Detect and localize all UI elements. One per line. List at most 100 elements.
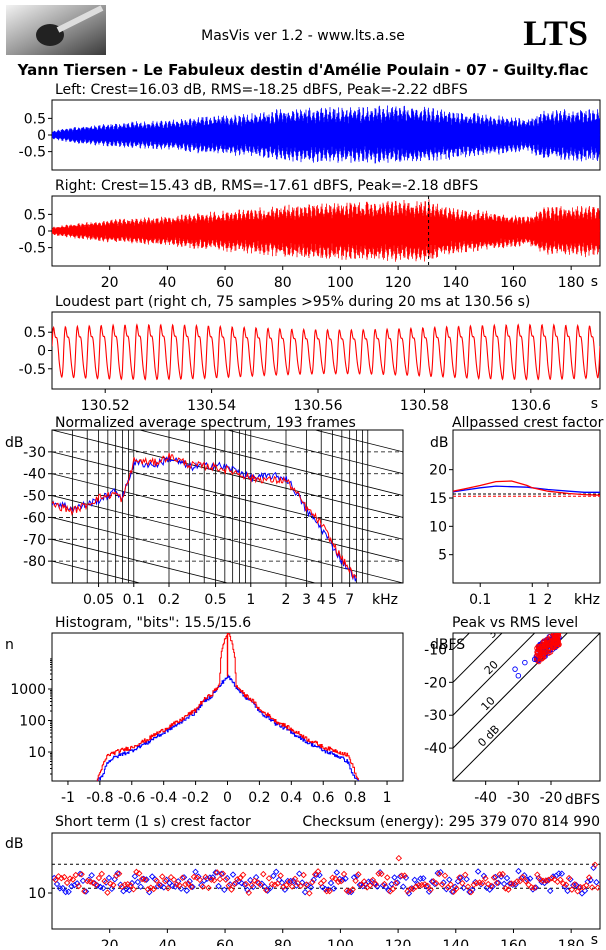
shortcrest-point: [441, 872, 449, 879]
loudest-xtick-label: 130.56: [294, 398, 343, 414]
right-xtick-label: 100: [327, 275, 354, 291]
peakrms-ytick-label: -30: [424, 708, 447, 724]
peakrms-ylabel: dBFS: [430, 637, 465, 653]
spectrum-ytick-label: -50: [23, 489, 46, 505]
shortcrest-point: [301, 888, 309, 896]
shortcrest-xtick-label: 60: [216, 938, 234, 946]
right-xtick-label: 180: [558, 275, 585, 291]
shortcrest-point: [52, 876, 59, 884]
histogram-plot: [96, 633, 359, 781]
shortcrest-point: [433, 880, 440, 887]
peakrms-title: Peak vs RMS level: [452, 615, 578, 631]
shortcrest-point: [63, 879, 71, 887]
shortcrest-point: [454, 878, 462, 885]
spectrum-slope-line: [52, 560, 142, 583]
shortcrest-point: [453, 885, 460, 892]
shortcrest-point: [320, 877, 328, 884]
spectrum-slope-line: [313, 430, 403, 453]
shortcrest-point: [585, 874, 593, 881]
peakrms-point: [542, 642, 548, 648]
shortcrest-point: [314, 868, 322, 875]
spectrum-slope-line: [225, 430, 403, 475]
shortcrest-xtick-label: 180: [558, 938, 585, 946]
shortcrest-point: [479, 879, 486, 887]
shortcrest-point: [236, 874, 244, 882]
shortcrest-point: [372, 880, 380, 888]
shortcrest-xtick-label: 120: [385, 938, 412, 946]
histogram-ytick-label: 100: [19, 714, 46, 730]
right-xtick-label: 20: [101, 275, 119, 291]
shortcrest-point: [310, 876, 317, 883]
shortcrest-point: [260, 870, 267, 878]
loudest-xtick-label: 130.52: [81, 398, 130, 414]
shortcrest-point: [425, 888, 433, 895]
spectrum-slope-line: [52, 517, 317, 583]
histogram-xtick-label: 0.2: [248, 790, 270, 806]
peakrms-diagonal-label: 30: [485, 622, 504, 641]
shortcrest-point: [287, 877, 294, 885]
spectrum-slope-line: [52, 430, 403, 518]
shortcrest-point: [539, 877, 547, 885]
shortcrest-point: [209, 874, 217, 881]
crest-xtick-label: 0.1: [469, 592, 491, 608]
shortcrest-point: [515, 867, 522, 875]
shortcrest-point: [144, 886, 152, 893]
shortcrest-point: [402, 874, 410, 882]
shortcrest-point: [450, 888, 457, 896]
spectrum-xtick-label: 0.5: [204, 592, 226, 608]
shortcrest-point: [245, 889, 253, 897]
shortcrest-point: [98, 870, 106, 878]
shortcrest-point: [467, 888, 475, 896]
shortcrest-point: [531, 884, 538, 892]
shortcrest-point: [516, 877, 524, 885]
shortcrest-plot: [52, 854, 600, 897]
shortcrest-point: [234, 876, 241, 883]
shortcrest-point: [238, 879, 245, 887]
shortcrest-point: [130, 886, 137, 893]
shortcrest-point: [401, 872, 408, 879]
logo: [6, 5, 106, 55]
right-xunit: s: [591, 274, 598, 290]
shortcrest-point: [306, 890, 313, 897]
shortcrest-point: [160, 884, 168, 891]
histogram-xtick-label: -0.4: [150, 790, 177, 806]
shortcrest-point: [205, 884, 212, 892]
histogram-xtick-label: 0.6: [312, 790, 334, 806]
spectrum-slope-line: [52, 495, 403, 583]
spectrum-xtick-label: 4: [317, 592, 326, 608]
shortcrest-point: [150, 885, 157, 893]
shortcrest-point: [495, 879, 502, 887]
shortcrest-point: [492, 873, 499, 881]
peakrms-point: [536, 644, 542, 650]
shortcrest-point: [187, 883, 195, 891]
shortcrest-point: [424, 882, 431, 890]
spectrum-xtick-label: 7: [345, 592, 354, 608]
spectrum-xtick-label: 5: [328, 592, 337, 608]
shortcrest-point: [333, 869, 341, 876]
shortcrest-point: [272, 868, 280, 876]
shortcrest-xtick-label: 160: [500, 938, 527, 946]
shortcrest-point: [392, 879, 400, 887]
spectrum-slope-line: [52, 451, 403, 540]
crest-ytick-label: 10: [429, 519, 447, 535]
shortcrest-point: [161, 877, 169, 885]
shortcrest-point: [88, 872, 95, 879]
shortcrest-point: [68, 883, 75, 890]
histogram-xtick-label: 0.8: [344, 790, 366, 806]
spectrum-ytick-label: -40: [23, 467, 46, 483]
left-ytick-label: 0.5: [24, 111, 46, 127]
shortcrest-point: [94, 882, 101, 889]
shortcrest-point: [418, 881, 426, 889]
shortcrest-point: [459, 879, 466, 887]
shortcrest-point: [241, 881, 248, 888]
histogram-xtick-label: -0.8: [86, 790, 113, 806]
shortcrest-point: [456, 874, 463, 881]
shortcrest-point: [330, 885, 338, 892]
peakrms-diagonal-line: [453, 633, 600, 781]
shortcrest-point: [480, 872, 488, 880]
spectrum-xtick-label: 0.1: [123, 592, 145, 608]
peakrms-diagonal-line: [453, 633, 536, 716]
shortcrest-point: [448, 888, 456, 895]
